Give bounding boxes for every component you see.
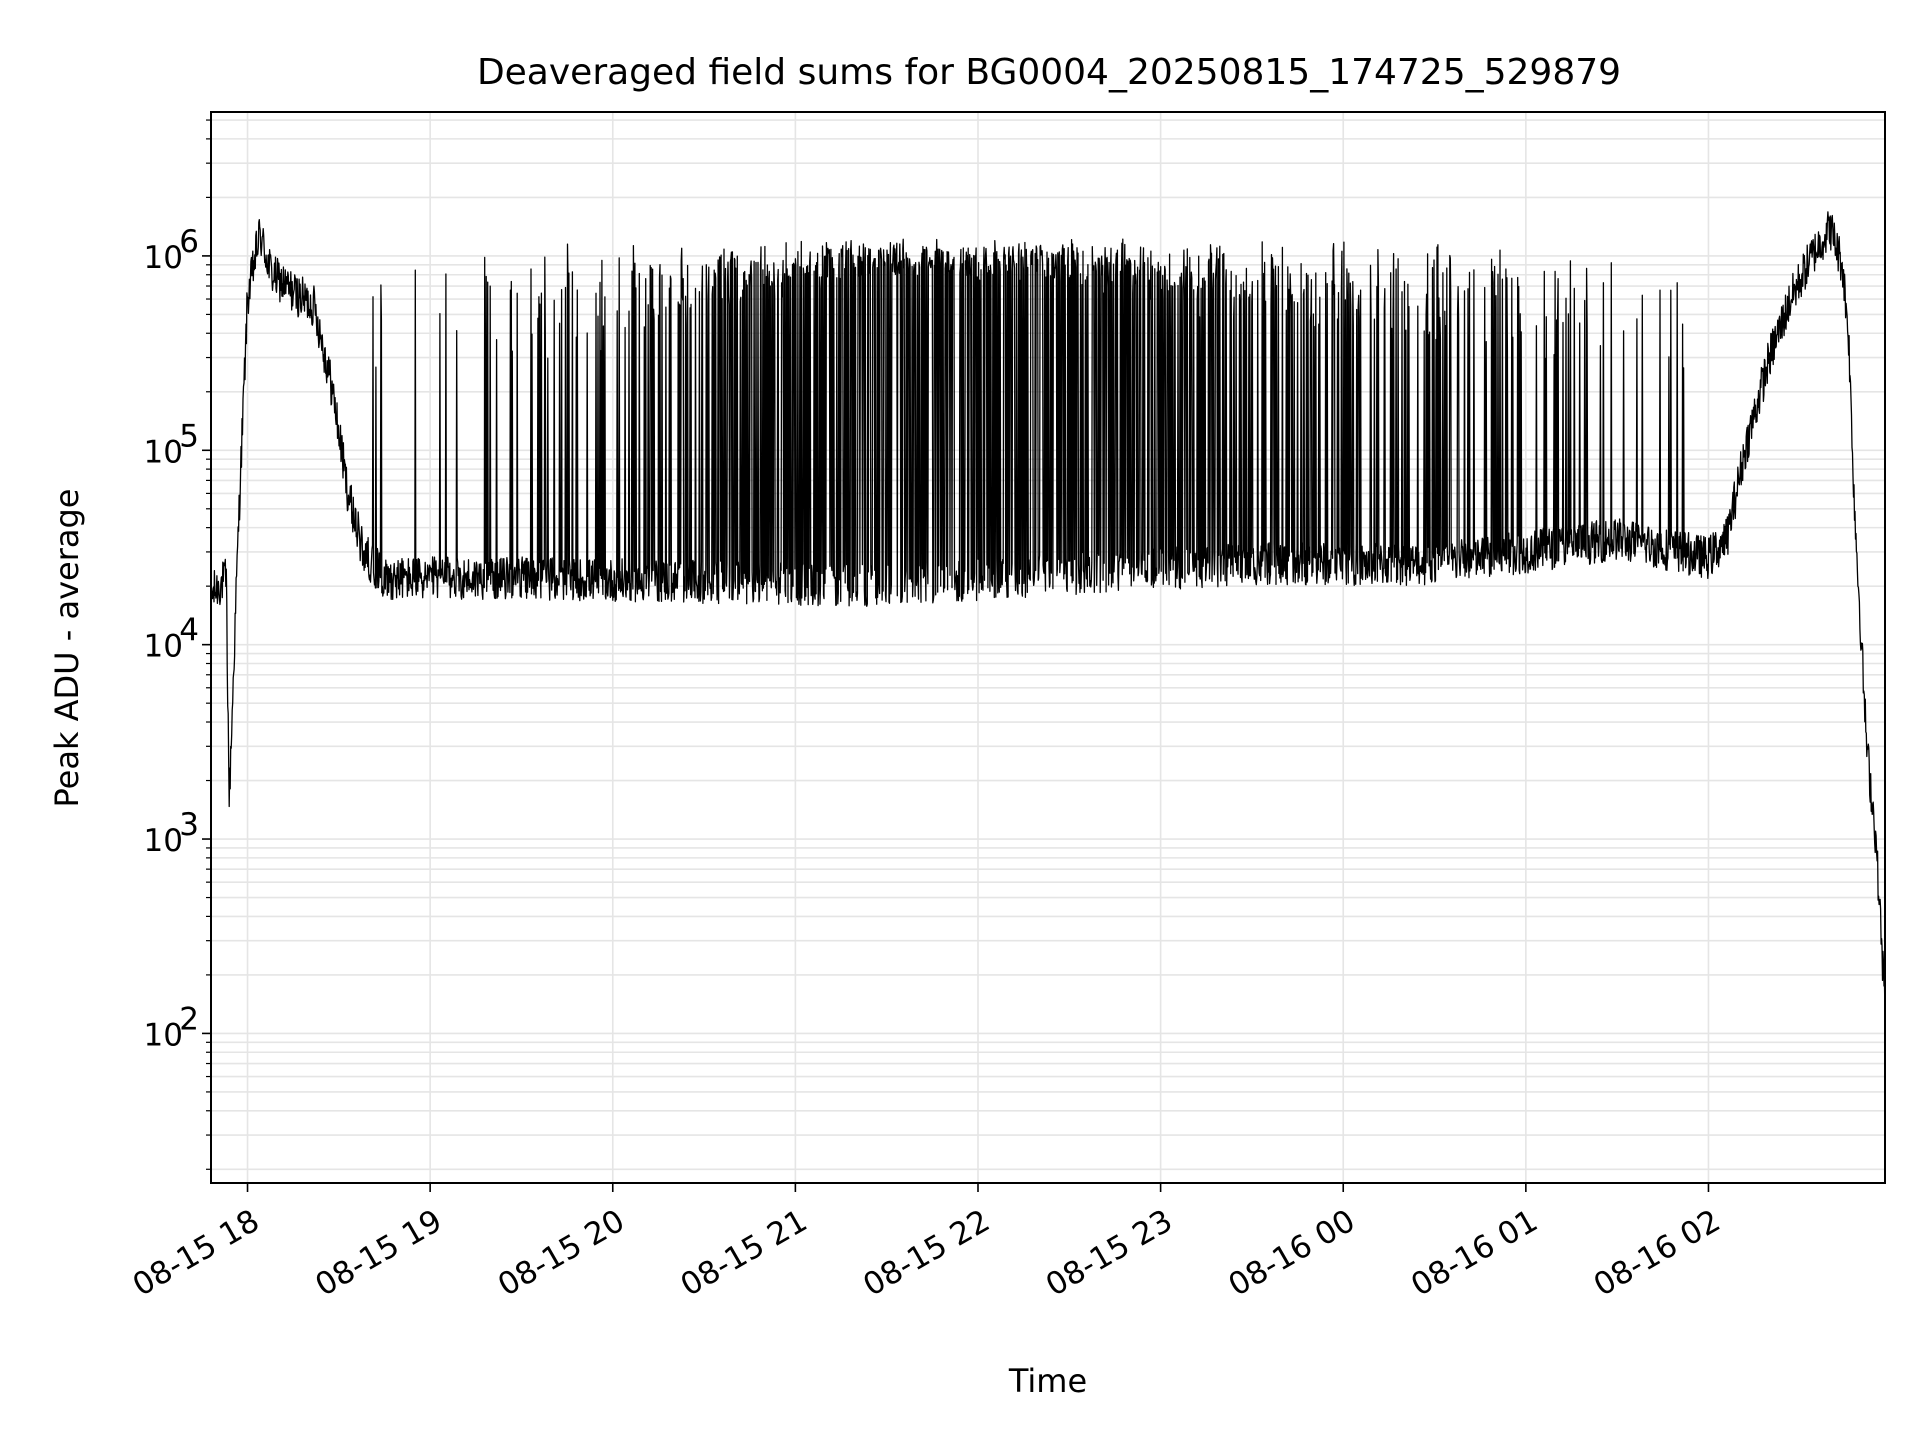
y-tick-exponent: 5	[179, 418, 199, 454]
y-tick-exponent: 6	[179, 224, 199, 260]
y-tick-label: 10	[144, 823, 183, 859]
plot-frame	[210, 111, 1886, 1184]
grid	[211, 112, 1885, 1183]
y-tick-label: 10	[144, 240, 183, 276]
chart-title: Deaveraged field sums for BG0004_2025081…	[477, 52, 1621, 93]
y-tick-exponent: 2	[179, 1001, 199, 1037]
y-tick-exponent: 4	[179, 613, 199, 649]
y-tick-exponent: 3	[179, 807, 199, 843]
y-tick-label: 10	[144, 434, 183, 470]
y-tick-label: 10	[144, 1017, 183, 1053]
series-line	[210, 211, 1886, 1021]
x-axis-label: Time	[1008, 1362, 1087, 1400]
y-tick-label: 10	[144, 629, 183, 665]
y-axis-label: Peak ADU - average	[48, 489, 86, 808]
data-area	[210, 211, 1886, 1021]
